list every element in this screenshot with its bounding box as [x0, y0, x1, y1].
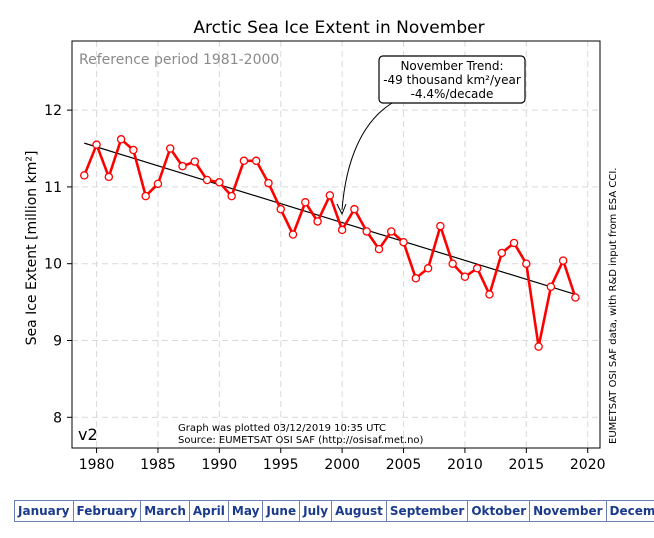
- month-link-december[interactable]: December: [606, 500, 654, 522]
- month-link-september[interactable]: September: [386, 500, 469, 522]
- x-tick-label: 2005: [386, 457, 422, 473]
- data-point: [165, 144, 175, 153]
- trend-line: [84, 142, 576, 295]
- data-point: [337, 225, 347, 235]
- source-credit: Source: EUMETSAT OSI SAF (http://osisaf.…: [178, 435, 424, 446]
- month-link-february[interactable]: February: [73, 500, 142, 522]
- data-point: [313, 217, 322, 226]
- data-point: [239, 156, 249, 166]
- plotted-timestamp: Graph was plotted 03/12/2019 10:35 UTC: [178, 423, 386, 434]
- x-tick-label: 2015: [509, 457, 545, 473]
- data-point: [374, 244, 384, 254]
- trend-annotation-rate: -49 thousand km²/year: [383, 73, 521, 87]
- data-point: [534, 342, 543, 351]
- y-tick-label: 11: [44, 180, 62, 196]
- data-point: [80, 171, 89, 180]
- data-point: [153, 179, 163, 189]
- version-label: v2: [78, 425, 98, 444]
- y-tick-label: 9: [53, 333, 62, 349]
- data-point: [92, 140, 101, 149]
- data-point: [436, 221, 445, 231]
- month-link-april[interactable]: April: [189, 500, 229, 522]
- y-axis: 8 9 10 11 12: [44, 103, 72, 426]
- x-tick-label: 1995: [263, 457, 299, 473]
- data-point: [190, 157, 200, 166]
- y-tick-label: 10: [44, 257, 62, 273]
- grid: [72, 41, 600, 448]
- data-credit: EUMETSAT OSI SAF data, with R&D input fr…: [608, 168, 619, 444]
- month-link-may[interactable]: May: [228, 500, 264, 522]
- data-point: [141, 191, 150, 201]
- data-point: [129, 145, 138, 155]
- trend-annotation-decade: -4.4%/decade: [411, 87, 494, 101]
- x-axis: 1980 1985 1990 1995 2000 2005 2010 2015 2020: [79, 448, 606, 473]
- trend-annotation-arrow: [341, 102, 393, 211]
- x-tick-label: 2020: [570, 457, 606, 473]
- month-link-november[interactable]: November: [530, 500, 607, 522]
- data-point: [251, 156, 261, 166]
- data-point: [288, 230, 298, 239]
- data-point: [546, 282, 556, 291]
- data-point: [472, 264, 482, 273]
- month-link-january[interactable]: January: [15, 500, 74, 522]
- data-point: [571, 293, 580, 302]
- data-point: [301, 198, 310, 207]
- trend-annotation-title: November Trend:: [400, 59, 503, 73]
- month-link-july[interactable]: July: [300, 500, 333, 522]
- month-link-oktober[interactable]: Oktober: [468, 500, 531, 522]
- chart-title: Arctic Sea Ice Extent in November: [193, 18, 484, 38]
- data-point: [399, 237, 408, 247]
- month-navigation: January February March April May June July Augu…: [14, 500, 654, 522]
- x-tick-label: 1985: [140, 457, 176, 473]
- data-point: [423, 264, 433, 273]
- trend-annotation-arrowhead: [336, 203, 347, 216]
- x-tick-label: 2000: [324, 457, 360, 473]
- reference-period-label: Reference period 1981-2000: [79, 52, 279, 68]
- y-tick-label: 8: [53, 410, 62, 426]
- data-point: [227, 191, 236, 201]
- y-tick-label: 12: [44, 103, 62, 119]
- month-link-june[interactable]: June: [263, 500, 301, 522]
- data-points: [80, 135, 580, 351]
- data-point: [202, 175, 212, 185]
- data-point: [497, 248, 507, 258]
- data-point: [178, 161, 187, 171]
- x-tick-label: 1980: [79, 457, 115, 473]
- data-point: [276, 204, 285, 214]
- data-point: [448, 259, 457, 268]
- data-point: [522, 259, 531, 268]
- data-point: [350, 204, 359, 214]
- month-link-august[interactable]: August: [332, 500, 387, 522]
- plot-frame: [71, 40, 601, 449]
- month-link-march[interactable]: March: [141, 500, 190, 522]
- y-axis-label: Sea Ice Extent [million km²]: [24, 151, 40, 346]
- data-point: [215, 178, 224, 187]
- data-point: [116, 135, 126, 144]
- data-point: [387, 227, 396, 236]
- data-point: [460, 272, 470, 282]
- data-point: [362, 227, 371, 236]
- data-point: [411, 274, 421, 283]
- x-tick-label: 2010: [447, 457, 483, 473]
- data-point: [325, 191, 335, 200]
- data-point: [264, 178, 273, 188]
- data-point: [485, 290, 494, 299]
- data-point: [558, 256, 568, 265]
- x-tick-label: 1990: [202, 457, 238, 473]
- data-point: [509, 238, 519, 248]
- data-point: [104, 172, 114, 182]
- sea-ice-chart: Arctic Sea Ice Extent in November Refere…: [24, 18, 619, 473]
- trend-annotation-box: [378, 55, 526, 104]
